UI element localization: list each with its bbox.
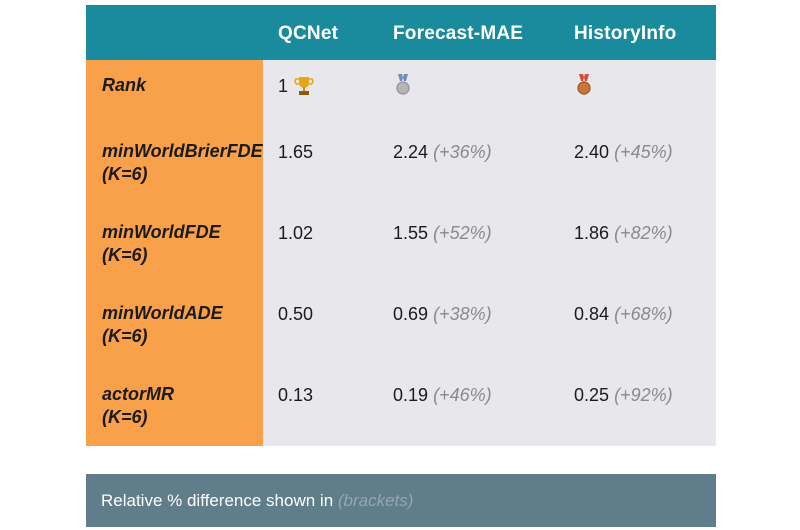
relative-difference: (+68%) [614, 304, 673, 324]
row-label-line: minWorldBrierFDE [102, 141, 263, 161]
value-cell: 2.40 (+45%) [574, 142, 673, 163]
relative-difference: (+38%) [433, 304, 492, 324]
header-row: QCNet Forecast-MAE HistoryInfo [86, 5, 716, 60]
row-label-line: actorMR [102, 384, 175, 404]
row-label-line: (K=6) [102, 164, 148, 184]
value: 0.69 [393, 304, 429, 324]
footer-emphasis: (brackets) [337, 491, 414, 510]
value: 0.19 [393, 385, 429, 405]
value: 2.24 [393, 142, 429, 162]
data-row: actorMR (K=6) 0.13 0.19 (+46%) 0.25 (+92%) [86, 365, 716, 446]
value: 0.25 [574, 385, 610, 405]
bronze-medal-icon [577, 74, 591, 95]
row-label: minWorldBrierFDE (K=6) [102, 140, 263, 186]
row-label: actorMR (K=6) [102, 383, 174, 429]
value: 1.02 [278, 223, 314, 243]
row-label-line: minWorldADE [102, 303, 223, 323]
footer-note: Relative % difference shown in (brackets… [86, 474, 716, 527]
relative-difference: (+46%) [433, 385, 492, 405]
value: 0.84 [574, 304, 610, 324]
value: 2.40 [574, 142, 610, 162]
table-body [263, 60, 716, 446]
data-row: minWorldADE (K=6) 0.50 0.69 (+38%) 0.84 (+68… [86, 284, 716, 365]
column-header: HistoryInfo [574, 23, 677, 44]
value-cell: 1.55 (+52%) [393, 223, 492, 244]
column-header: Forecast-MAE [393, 23, 524, 44]
rank-cell: 1 [278, 76, 314, 97]
row-label-line: (K=6) [102, 245, 148, 265]
relative-difference: (+45%) [614, 142, 673, 162]
rank-value: 1 [278, 76, 289, 96]
value-cell: 0.19 (+46%) [393, 385, 492, 406]
value: 0.50 [278, 304, 314, 324]
value: 0.13 [278, 385, 314, 405]
relative-difference: (+52%) [433, 223, 492, 243]
value-cell: 2.24 (+36%) [393, 142, 492, 163]
column-header: QCNet [278, 23, 339, 44]
row-label-line: minWorldFDE [102, 222, 221, 242]
value-cell: 0.69 (+38%) [393, 304, 492, 325]
value: 1.55 [393, 223, 429, 243]
silver-medal-icon [396, 74, 410, 95]
value-cell: 0.84 (+68%) [574, 304, 673, 325]
value-cell: 0.13 [278, 385, 313, 406]
footer-main: Relative % difference shown in [101, 491, 338, 510]
value-cell: 1.02 [278, 223, 313, 244]
relative-difference: (+36%) [433, 142, 492, 162]
row-label: minWorldADE (K=6) [102, 302, 223, 348]
row-label-line: (K=6) [102, 326, 148, 346]
row-label-line: (K=6) [102, 407, 148, 427]
value-cell: 0.50 [278, 304, 313, 325]
trophy-icon [294, 77, 314, 95]
value: 1.86 [574, 223, 610, 243]
rank-row: Rank 1 [86, 60, 716, 122]
value: 1.65 [278, 142, 314, 162]
footer-text: Relative % difference shown in (brackets… [101, 491, 413, 511]
row-label: minWorldFDE (K=6) [102, 221, 221, 267]
row-label: Rank [102, 75, 147, 95]
value-cell: 1.65 [278, 142, 313, 163]
relative-difference: (+92%) [614, 385, 673, 405]
value-cell: 0.25 (+92%) [574, 385, 673, 406]
relative-difference: (+82%) [614, 223, 673, 243]
label-column [86, 60, 263, 446]
data-row: minWorldBrierFDE (K=6) 1.65 2.24 (+36%) 2.40… [86, 122, 716, 203]
value-cell: 1.86 (+82%) [574, 223, 673, 244]
data-row: minWorldFDE (K=6) 1.02 1.55 (+52%) 1.86 (+82… [86, 203, 716, 284]
